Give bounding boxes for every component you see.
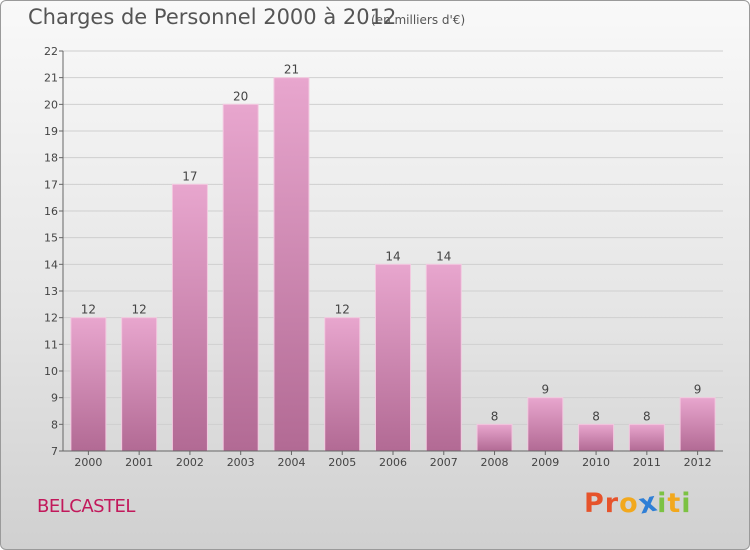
y-tick-label: 13 xyxy=(44,285,58,298)
x-tick-label: 2008 xyxy=(481,456,509,469)
bar xyxy=(628,423,665,452)
logo-letter: i xyxy=(657,488,668,519)
chart-subtitle: (en milliers d'€) xyxy=(371,13,466,27)
logo-letter: i xyxy=(681,488,692,519)
y-tick-label: 8 xyxy=(51,418,58,431)
y-tick-label: 9 xyxy=(51,392,58,405)
bar-value-label: 12 xyxy=(132,303,147,317)
x-tick-label: 2004 xyxy=(277,456,305,469)
bar xyxy=(679,397,716,452)
bar-value-label: 8 xyxy=(643,409,651,423)
y-tick-label: 15 xyxy=(44,232,58,245)
bar-value-label: 9 xyxy=(694,383,702,397)
bar xyxy=(273,77,310,452)
y-tick-label: 12 xyxy=(44,312,58,325)
x-tick-label: 2011 xyxy=(633,456,661,469)
x-tick-label: 2007 xyxy=(430,456,458,469)
bar-value-label: 12 xyxy=(81,303,96,317)
bar-value-label: 17 xyxy=(182,169,197,183)
bar-value-label: 20 xyxy=(233,89,248,103)
bar xyxy=(375,263,411,452)
bar xyxy=(171,183,208,452)
x-tick-label: 2000 xyxy=(74,456,102,469)
x-tick-label: 2002 xyxy=(176,456,204,469)
y-tick-label: 19 xyxy=(44,125,58,138)
bar xyxy=(527,397,564,452)
bar xyxy=(425,263,462,452)
commune-name: BELCASTEL xyxy=(37,496,135,517)
bar xyxy=(121,317,158,452)
y-tick-label: 11 xyxy=(44,338,58,351)
y-tick-label: 20 xyxy=(44,98,58,111)
bar xyxy=(70,317,107,452)
y-tick-label: 7 xyxy=(51,445,58,458)
x-tick-label: 2001 xyxy=(125,456,153,469)
axes: 7 8 9 10 11 12 13 14 15 16 17 18 19 20 21 22 2000 2001 200… xyxy=(44,45,723,469)
bar-value-label: 14 xyxy=(385,249,400,263)
y-tick-label: 10 xyxy=(44,365,58,378)
bar xyxy=(476,423,513,452)
bar-value-label: 8 xyxy=(491,409,499,423)
x-tick-label: 2003 xyxy=(227,456,255,469)
bar-value-label: 14 xyxy=(436,249,451,263)
logo-letter: t xyxy=(667,488,682,519)
bar-value-label: 9 xyxy=(541,383,549,397)
proxiti-logo: Proxiti xyxy=(584,486,692,520)
logo-letter: o xyxy=(619,488,639,519)
chart-title: Charges de Personnel 2000 à 2012 xyxy=(28,5,397,29)
y-tick-label: 14 xyxy=(44,258,58,271)
bar xyxy=(578,423,615,452)
y-tick-label: 16 xyxy=(44,205,58,218)
y-tick-label: 21 xyxy=(44,72,58,85)
bar xyxy=(222,103,259,452)
logo-letter: P xyxy=(584,488,605,519)
bars: 12 12 17 20 21 12 14 14 8 9 8 8 9 xyxy=(70,63,716,452)
x-tick-label: 2012 xyxy=(684,456,712,469)
y-tick-label: 18 xyxy=(44,152,58,165)
logo-letter: r xyxy=(604,488,620,519)
x-tick-label: 2009 xyxy=(531,456,559,469)
y-tick-label: 17 xyxy=(44,178,58,191)
x-tick-label: 2006 xyxy=(379,456,407,469)
y-tick-label: 22 xyxy=(44,45,58,58)
bar xyxy=(324,317,361,452)
x-tick-label: 2010 xyxy=(582,456,610,469)
bar-value-label: 8 xyxy=(592,409,600,423)
bar-value-label: 12 xyxy=(335,303,350,317)
bar-value-label: 21 xyxy=(284,63,299,77)
x-tick-label: 2005 xyxy=(328,456,356,469)
